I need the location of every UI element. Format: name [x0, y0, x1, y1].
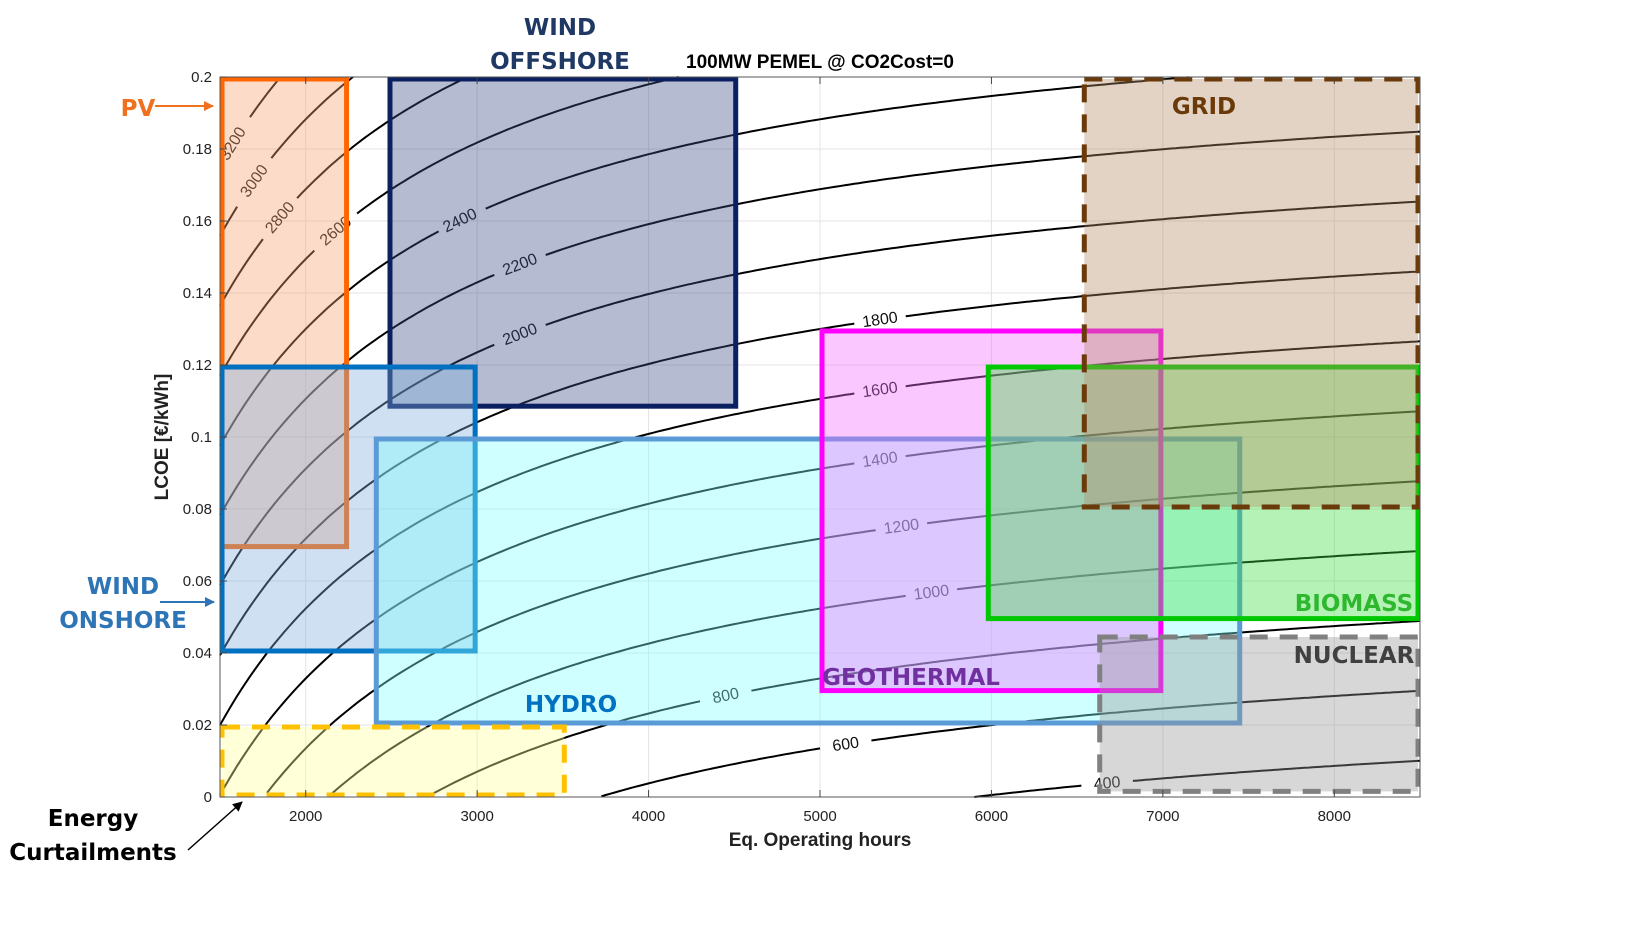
y-tick-label: 0.2 — [191, 69, 212, 86]
y-tick-label: 0.16 — [183, 213, 212, 230]
nuclear-region — [1097, 634, 1421, 794]
y-tick-label: 0 — [204, 789, 212, 806]
contour-1000: 1000 — [330, 550, 1421, 795]
chart-title: 100MW PEMEL @ CO2Cost=0 — [686, 52, 954, 73]
contour-line — [296, 77, 465, 199]
wind-onshore-region — [219, 364, 478, 654]
y-tick-label: 0.14 — [183, 285, 212, 302]
contour-line — [545, 200, 1421, 326]
nuclear-label: NUCLEAR — [1294, 643, 1415, 669]
contour-line — [266, 529, 876, 794]
hydro-label: HYDRO — [525, 692, 617, 718]
y-tick-label: 0.02 — [183, 717, 212, 734]
contour-label: 1800 — [861, 309, 899, 331]
grid-region — [1081, 76, 1421, 510]
wind-offshore-label-line1: WIND — [524, 15, 596, 41]
biomass-region — [985, 364, 1421, 622]
contour-line — [356, 76, 679, 215]
contour-line — [330, 594, 906, 795]
energy-curtailments-label-line2: Curtailments — [9, 840, 177, 866]
pv-region — [219, 76, 350, 550]
wind-offshore-label-line2: OFFSHORE — [490, 49, 630, 75]
y-tick-label: 0.08 — [183, 501, 212, 518]
contour-line — [219, 322, 855, 656]
contour-label: 800 — [711, 685, 741, 707]
contour-line — [871, 689, 1421, 742]
contour-800: 800 — [429, 619, 1421, 797]
contour-label: 1600 — [861, 379, 899, 401]
contour-line — [219, 273, 495, 516]
contour-line — [485, 76, 1189, 210]
contour-line — [249, 77, 281, 118]
contour-line — [1132, 759, 1421, 782]
contour-line — [905, 270, 1421, 318]
contour-label: 1200 — [883, 516, 921, 538]
y-tick-label: 0.12 — [183, 357, 212, 374]
grid-label: GRID — [1172, 94, 1236, 120]
x-tick-label: 6000 — [975, 808, 1008, 825]
contour-600: 600 — [601, 689, 1421, 798]
energy-curtailments-label-line1: Energy — [48, 806, 138, 832]
contour-label: 1000 — [913, 582, 951, 603]
axis-ticks: 2000 3000 4000 5000 6000 7000 8000 0 0.02 0.04 0.0… — [183, 69, 1351, 825]
contour-label: 600 — [831, 734, 860, 755]
wind-onshore-label-line1: WIND — [87, 574, 159, 600]
contour-line — [601, 747, 821, 798]
hydro-region — [373, 436, 1243, 726]
contour-1200: 1200 — [266, 480, 1421, 794]
contour-line — [219, 249, 315, 377]
pv-label: PV — [121, 96, 156, 122]
geothermal-label: GEOTHERMAL — [822, 665, 1000, 691]
biomass-label: BIOMASS — [1295, 591, 1413, 617]
contour-line — [270, 76, 354, 159]
x-tick-label: 3000 — [460, 808, 493, 825]
contour-line — [429, 700, 701, 797]
contour-line — [974, 784, 1082, 798]
x-tick-label: 7000 — [1146, 808, 1179, 825]
x-axis-label: Eq. Operating hours — [729, 830, 912, 851]
contour-label: 1400 — [861, 449, 899, 471]
contour-1800: 1800 — [219, 270, 1421, 656]
contour-line — [751, 619, 1421, 692]
y-tick-label: 0.04 — [183, 645, 212, 662]
wind-onshore-label-line2: ONSHORE — [59, 608, 187, 634]
contour-line — [545, 130, 1421, 256]
x-tick-label: 5000 — [803, 808, 836, 825]
contour-line — [219, 238, 264, 307]
x-tick-label: 4000 — [632, 808, 665, 825]
contour-line — [219, 392, 855, 726]
contour-line — [219, 462, 855, 796]
contour-line — [219, 230, 440, 446]
region-overlays — [219, 76, 1421, 798]
energy-curtailments-arrow-icon — [187, 801, 243, 851]
energy-curtailments-region — [219, 724, 567, 798]
y-tick-label: 0.18 — [183, 141, 212, 158]
contour-line — [926, 480, 1421, 525]
x-tick-label: 2000 — [289, 808, 322, 825]
contour-1600: 1600 — [219, 340, 1421, 726]
y-tick-label: 0.06 — [183, 573, 212, 590]
x-tick-label: 8000 — [1318, 808, 1351, 825]
geothermal-region — [819, 328, 1164, 694]
y-axis-label: LCOE [€/kWh] — [152, 374, 173, 501]
contour-line — [956, 550, 1421, 591]
y-tick-label: 0.1 — [191, 429, 212, 446]
wind-offshore-region — [387, 76, 739, 409]
